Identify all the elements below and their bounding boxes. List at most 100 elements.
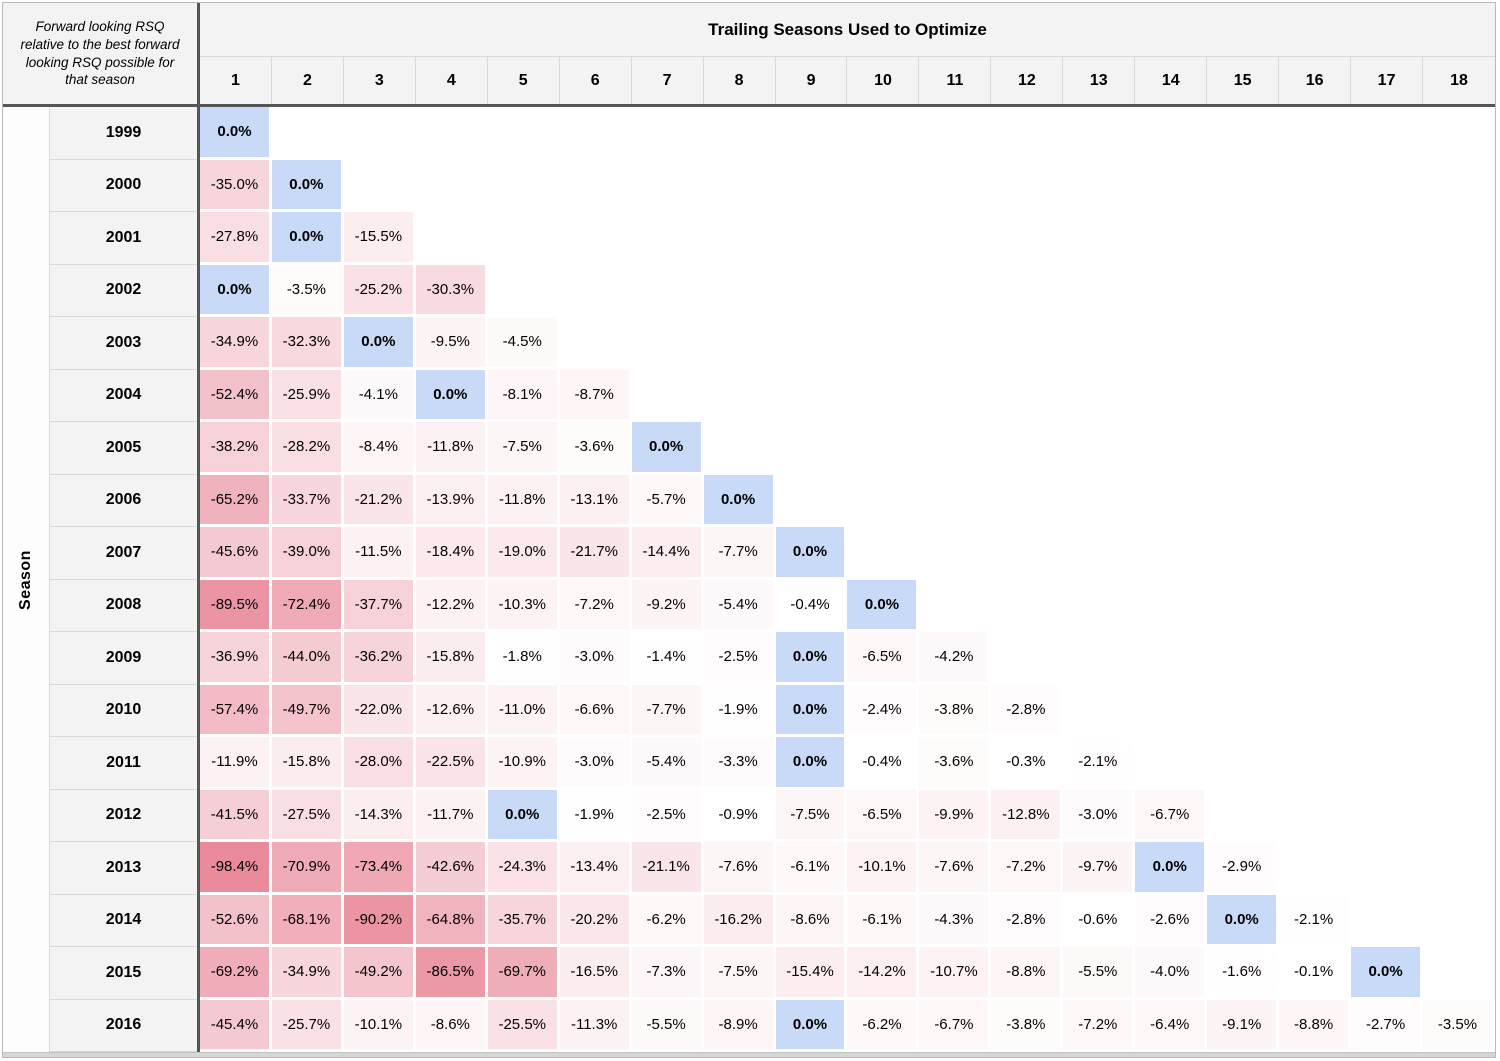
heatmap-cell-2014-13[interactable]: -0.6% [1063, 894, 1136, 947]
heatmap-cell-2016-1[interactable]: -45.4% [200, 999, 272, 1052]
heatmap-cell-2000-2[interactable]: 0.0% [271, 159, 344, 212]
heatmap-cell-2009-11[interactable]: -4.2% [919, 632, 992, 685]
heatmap-cell-2008-2[interactable]: -72.4% [271, 579, 344, 632]
heatmap-cell-2003-4[interactable]: -9.5% [415, 317, 488, 370]
heatmap-cell-2013-8[interactable]: -7.6% [703, 842, 776, 895]
row-header-2011[interactable]: 2011 [50, 737, 197, 790]
heatmap-cell-2007-7[interactable]: -14.4% [631, 527, 704, 580]
heatmap-cell-2000-1[interactable]: -35.0% [200, 159, 272, 212]
heatmap-cell-2013-2[interactable]: -70.9% [271, 842, 344, 895]
heatmap-cell-2014-3[interactable]: -90.2% [343, 894, 416, 947]
heatmap-cell-2012-3[interactable]: -14.3% [343, 789, 416, 842]
heatmap-cell-2016-16[interactable]: -8.8% [1279, 999, 1352, 1052]
column-header-8[interactable]: 8 [704, 57, 776, 104]
column-header-1[interactable]: 1 [200, 57, 272, 104]
heatmap-cell-2001-1[interactable]: -27.8% [200, 212, 272, 265]
heatmap-cell-2015-10[interactable]: -14.2% [847, 947, 920, 1000]
heatmap-cell-2013-6[interactable]: -13.4% [559, 842, 632, 895]
heatmap-cell-2014-12[interactable]: -2.8% [991, 894, 1064, 947]
heatmap-cell-2005-7[interactable]: 0.0% [631, 422, 704, 475]
heatmap-cell-2011-9[interactable]: 0.0% [775, 737, 848, 790]
heatmap-cell-2005-3[interactable]: -8.4% [343, 422, 416, 475]
heatmap-cell-2016-18[interactable]: -3.5% [1423, 999, 1495, 1052]
heatmap-cell-2009-10[interactable]: -6.5% [847, 632, 920, 685]
heatmap-cell-2013-9[interactable]: -6.1% [775, 842, 848, 895]
heatmap-cell-2009-5[interactable]: -1.8% [487, 632, 560, 685]
row-header-2000[interactable]: 2000 [50, 159, 197, 212]
heatmap-cell-2008-5[interactable]: -10.3% [487, 579, 560, 632]
heatmap-cell-2008-6[interactable]: -7.2% [559, 579, 632, 632]
heatmap-cell-2006-6[interactable]: -13.1% [559, 474, 632, 527]
heatmap-cell-2009-6[interactable]: -3.0% [559, 632, 632, 685]
row-header-2008[interactable]: 2008 [50, 579, 197, 632]
heatmap-cell-2014-4[interactable]: -64.8% [415, 894, 488, 947]
heatmap-cell-2009-7[interactable]: -1.4% [631, 632, 704, 685]
heatmap-cell-2013-14[interactable]: 0.0% [1135, 842, 1208, 895]
heatmap-cell-2015-12[interactable]: -8.8% [991, 947, 1064, 1000]
heatmap-cell-2012-8[interactable]: -0.9% [703, 789, 776, 842]
heatmap-cell-2016-17[interactable]: -2.7% [1351, 999, 1424, 1052]
column-header-18[interactable]: 18 [1450, 71, 1468, 89]
heatmap-cell-2016-11[interactable]: -6.7% [919, 999, 992, 1052]
row-header-2013[interactable]: 2013 [50, 842, 197, 895]
row-header-2010[interactable]: 2010 [50, 684, 197, 737]
column-header-11[interactable]: 11 [919, 57, 992, 104]
heatmap-cell-2011-10[interactable]: -0.4% [847, 737, 920, 790]
heatmap-cell-2016-5[interactable]: -25.5% [487, 999, 560, 1052]
heatmap-cell-2011-7[interactable]: -5.4% [631, 737, 704, 790]
heatmap-cell-2011-12[interactable]: -0.3% [991, 737, 1064, 790]
heatmap-cell-2007-1[interactable]: -45.6% [200, 527, 272, 580]
heatmap-cell-2008-10[interactable]: 0.0% [847, 579, 920, 632]
heatmap-cell-2008-9[interactable]: -0.4% [775, 579, 848, 632]
column-header-3[interactable]: 3 [344, 57, 416, 104]
column-header-7[interactable]: 7 [632, 57, 704, 104]
heatmap-cell-2011-1[interactable]: -11.9% [200, 737, 272, 790]
heatmap-cell-2013-13[interactable]: -9.7% [1063, 842, 1136, 895]
heatmap-cell-2002-4[interactable]: -30.3% [415, 264, 488, 317]
heatmap-cell-2008-7[interactable]: -9.2% [631, 579, 704, 632]
heatmap-cell-2016-15[interactable]: -9.1% [1207, 999, 1280, 1052]
heatmap-cell-2012-2[interactable]: -27.5% [271, 789, 344, 842]
heatmap-cell-2015-16[interactable]: -0.1% [1279, 947, 1352, 1000]
heatmap-cell-2013-10[interactable]: -10.1% [847, 842, 920, 895]
heatmap-cell-2010-8[interactable]: -1.9% [703, 684, 776, 737]
heatmap-cell-2013-3[interactable]: -73.4% [343, 842, 416, 895]
row-header-2004[interactable]: 2004 [50, 369, 197, 422]
heatmap-cell-2014-11[interactable]: -4.3% [919, 894, 992, 947]
heatmap-cell-2013-7[interactable]: -21.1% [631, 842, 704, 895]
heatmap-cell-2016-8[interactable]: -8.9% [703, 999, 776, 1052]
heatmap-cell-2011-5[interactable]: -10.9% [487, 737, 560, 790]
heatmap-cell-2006-5[interactable]: -11.8% [487, 474, 560, 527]
heatmap-cell-2004-5[interactable]: -8.1% [487, 369, 560, 422]
heatmap-cell-2016-6[interactable]: -11.3% [559, 999, 632, 1052]
heatmap-cell-2014-7[interactable]: -6.2% [631, 894, 704, 947]
heatmap-cell-2014-6[interactable]: -20.2% [559, 894, 632, 947]
heatmap-cell-2012-1[interactable]: -41.5% [200, 789, 272, 842]
heatmap-cell-2006-3[interactable]: -21.2% [343, 474, 416, 527]
heatmap-cell-2006-7[interactable]: -5.7% [631, 474, 704, 527]
heatmap-cell-2011-2[interactable]: -15.8% [271, 737, 344, 790]
row-header-2006[interactable]: 2006 [50, 474, 197, 527]
heatmap-cell-2011-3[interactable]: -28.0% [343, 737, 416, 790]
column-header-4[interactable]: 4 [416, 57, 488, 104]
heatmap-cell-2009-1[interactable]: -36.9% [200, 632, 272, 685]
heatmap-cell-2010-10[interactable]: -2.4% [847, 684, 920, 737]
heatmap-cell-2009-3[interactable]: -36.2% [343, 632, 416, 685]
heatmap-cell-2016-7[interactable]: -5.5% [631, 999, 704, 1052]
column-header-10[interactable]: 10 [847, 57, 920, 104]
heatmap-cell-2011-13[interactable]: -2.1% [1063, 737, 1136, 790]
heatmap-cell-2010-6[interactable]: -6.6% [559, 684, 632, 737]
heatmap-cell-2002-3[interactable]: -25.2% [343, 264, 416, 317]
heatmap-cell-2014-1[interactable]: -52.6% [200, 894, 272, 947]
heatmap-cell-2010-12[interactable]: -2.8% [991, 684, 1064, 737]
heatmap-cell-2004-6[interactable]: -8.7% [559, 369, 632, 422]
heatmap-cell-2010-11[interactable]: -3.8% [919, 684, 992, 737]
heatmap-cell-2010-2[interactable]: -49.7% [271, 684, 344, 737]
heatmap-cell-2012-9[interactable]: -7.5% [775, 789, 848, 842]
heatmap-cell-2002-2[interactable]: -3.5% [271, 264, 344, 317]
row-header-2016[interactable]: 2016 [50, 999, 197, 1052]
heatmap-cell-2010-9[interactable]: 0.0% [775, 684, 848, 737]
column-header-5[interactable]: 5 [488, 57, 560, 104]
row-header-2014[interactable]: 2014 [50, 894, 197, 947]
heatmap-cell-2009-2[interactable]: -44.0% [271, 632, 344, 685]
